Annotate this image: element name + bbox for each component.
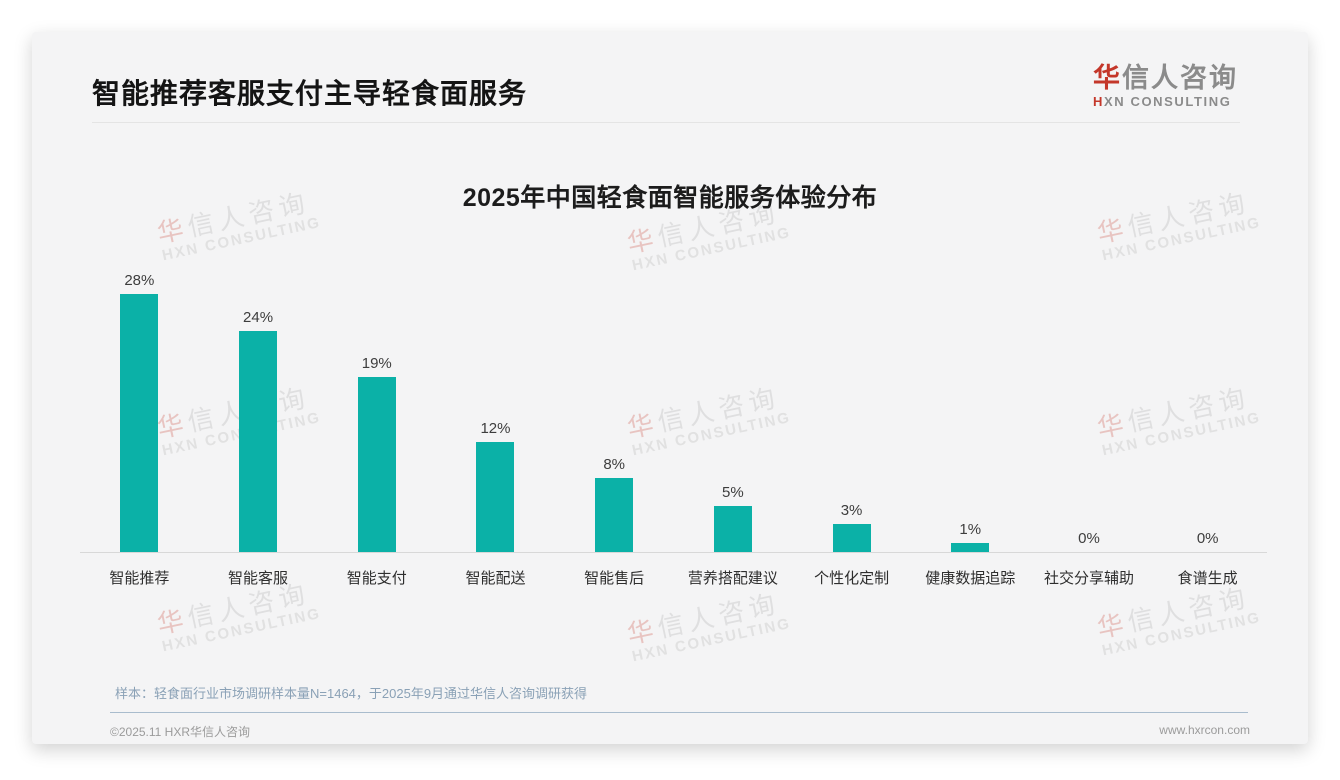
- bar-value-label: 19%: [361, 355, 392, 373]
- bar-column: 28%: [80, 272, 199, 552]
- bar-value-label: 28%: [124, 272, 155, 290]
- watermark-en-text: HXN CONSULTING: [1100, 213, 1263, 265]
- sample-note: 样本：轻食面行业市场调研样本量N=1464，于2025年9月通过华信人咨询调研获…: [115, 686, 588, 701]
- header-divider: [92, 122, 1240, 123]
- report-card: 华信人咨询 HXN CONSULTING 智能推荐客服支付主导轻食面服务 华信人…: [32, 32, 1308, 744]
- watermark-en-text: HXN CONSULTING: [630, 223, 793, 275]
- watermark-cn-text: 华信人咨询: [624, 588, 783, 650]
- company-logo: 华信人咨询 HXN CONSULTING: [1093, 56, 1238, 109]
- website-text: www.hxrcon.com: [1159, 723, 1250, 737]
- category-label: 食谱生成: [1177, 570, 1238, 587]
- category-label: 社交分享辅助: [1043, 570, 1134, 587]
- bar: [713, 506, 752, 552]
- bar-chart: 28% 24% 19% 12% 8% 5% 3% 1% 0% 0% 智能推荐 智能客服 智能支付 智能配…: [80, 272, 1267, 588]
- watermark-en-text: HXN CONSULTING: [160, 604, 323, 656]
- category-label: 智能客服: [228, 570, 289, 587]
- bar: [357, 377, 396, 552]
- bar-value-label: 0%: [1078, 530, 1100, 547]
- bar: [239, 331, 278, 552]
- bar-value-label: 0%: [1196, 530, 1219, 547]
- watermark-en-text: HXN CONSULTING: [160, 213, 323, 265]
- bar-column: 0%: [1030, 272, 1149, 552]
- bar-column: 5%: [674, 272, 793, 552]
- category-label: 营养搭配建议: [687, 570, 778, 587]
- bar: [595, 478, 634, 552]
- watermark-en-text: HXN CONSULTING: [630, 614, 793, 666]
- copyright-text: ©2025.11 HXR华信人咨询: [110, 725, 250, 739]
- labels-row: 智能推荐 智能客服 智能支付 智能配送 智能售后 营养搭配建议 个性化定制 健康数据追踪 社交分…: [80, 553, 1267, 588]
- watermark: 华信人咨询 HXN CONSULTING: [1093, 576, 1263, 660]
- bar-column: 3%: [792, 272, 911, 552]
- page-title: 智能推荐客服支付主导轻食面服务: [92, 78, 528, 109]
- footer-row: ©2025.11 HXR华信人咨询 www.hxrcon.com: [110, 723, 1250, 740]
- bar-value-label: 5%: [722, 484, 744, 501]
- bar-value-label: 1%: [959, 520, 982, 538]
- category-label: 个性化定制: [814, 570, 890, 587]
- watermark: 华信人咨询 HXN CONSULTING: [623, 582, 793, 666]
- bar-value-label: 8%: [603, 456, 625, 474]
- category-label: 智能推荐: [109, 570, 170, 587]
- bar-value-label: 3%: [840, 502, 863, 520]
- logo-en-line: HXN CONSULTING: [1093, 94, 1232, 109]
- bars-row: 28% 24% 19% 12% 8% 5% 3% 1% 0% 0%: [80, 272, 1267, 553]
- category-label: 智能售后: [584, 570, 645, 587]
- bar: [951, 542, 990, 552]
- watermark-en-text: HXN CONSULTING: [1100, 608, 1263, 660]
- chart-title: 2025年中国轻食面智能服务体验分布: [462, 184, 878, 212]
- bar-column: 0%: [1148, 272, 1267, 552]
- bar-column: 12%: [436, 272, 555, 552]
- bar-value-label: 24%: [243, 309, 274, 327]
- bar-column: 1%: [911, 272, 1030, 552]
- logo-cn-line: 华信人咨询: [1093, 63, 1238, 93]
- footer-divider: [110, 712, 1248, 713]
- bar: [476, 441, 515, 552]
- bar-column: 8%: [555, 272, 674, 552]
- category-label: 健康数据追踪: [925, 570, 1016, 587]
- bar: [120, 294, 159, 552]
- bar: [832, 524, 871, 552]
- bar-column: 24%: [199, 272, 318, 552]
- bar-value-label: 12%: [480, 419, 511, 437]
- category-label: 智能配送: [465, 570, 526, 587]
- category-label: 智能支付: [346, 570, 407, 587]
- bar-column: 19%: [317, 272, 436, 552]
